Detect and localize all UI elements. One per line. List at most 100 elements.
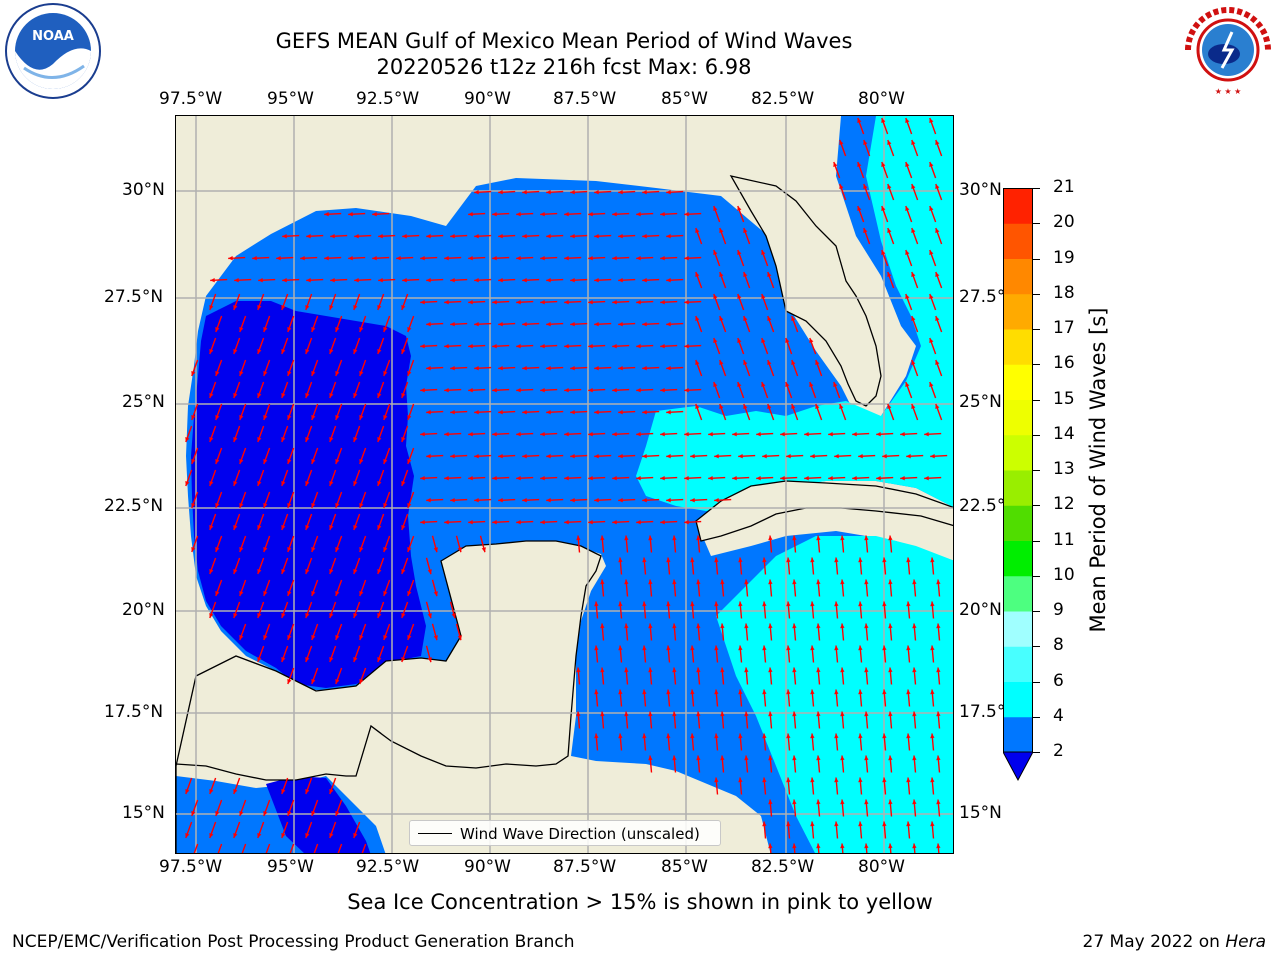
wind-arrow-head <box>401 569 406 574</box>
wind-arrow-head <box>594 190 599 195</box>
lon-label-bottom: 85°W <box>661 857 708 877</box>
wind-arrow-head <box>233 789 238 794</box>
wind-arrow-head <box>420 432 425 437</box>
wind-arrow-head <box>401 525 406 530</box>
wind-arrow-head <box>792 799 797 805</box>
wind-arrow-head <box>660 212 665 217</box>
colorbar-bin <box>1003 575 1033 612</box>
wind-arrow-head <box>786 777 791 783</box>
wind-arrow-head <box>767 316 772 321</box>
wind-arrow-head <box>451 613 456 619</box>
wind-arrow-head <box>768 535 773 541</box>
colorbar-tick-mark <box>1033 505 1040 507</box>
wind-arrow-head <box>233 393 238 398</box>
wind-arrow-head <box>935 140 940 145</box>
wind-arrow-head <box>311 415 316 420</box>
wind-arrow-head <box>281 393 286 398</box>
colorbar-tick-label: 19 <box>1053 247 1075 268</box>
wind-arrow-head <box>732 476 737 481</box>
wind-arrow-head <box>450 454 455 459</box>
wind-arrow-head <box>930 777 935 783</box>
wind-arrow-head <box>305 437 310 442</box>
wind-arrow-head <box>612 344 617 349</box>
wind-arrow-head <box>834 557 839 563</box>
wind-arrow-head <box>377 349 382 354</box>
wind-arrow-head <box>359 503 364 508</box>
wind-arrow-head <box>239 415 244 420</box>
wind-arrow-head <box>516 432 521 437</box>
wind-arrow-head <box>311 811 316 816</box>
wind-arrow-head <box>191 415 196 420</box>
wind-arrow-head <box>257 525 262 530</box>
wind-arrow-head <box>570 234 575 239</box>
wind-arrow-head <box>383 371 388 376</box>
wind-arrow-head <box>881 162 886 167</box>
wind-arrow-head <box>516 476 521 481</box>
wind-arrow-head <box>935 184 940 189</box>
wind-arrow-shaft <box>217 843 223 853</box>
wind-arrow-head <box>858 777 863 783</box>
wind-arrow-head <box>624 535 629 541</box>
wind-arrow-head <box>834 689 839 695</box>
wind-arrow-head <box>522 366 527 371</box>
wind-arrow-head <box>281 789 286 794</box>
wind-arrow-head <box>444 300 449 305</box>
wind-arrow-head <box>287 371 292 376</box>
wind-arrow-head <box>719 272 724 277</box>
wind-arrow-head <box>311 679 316 684</box>
colorbar-tick-label: 4 <box>1053 705 1064 726</box>
wind-arrow-head <box>407 415 412 420</box>
wind-arrow-head <box>540 344 545 349</box>
wind-arrow-head <box>492 476 497 481</box>
wind-arrow-head <box>329 437 334 442</box>
wind-arrow-head <box>305 481 310 486</box>
wind-arrow-head <box>882 777 887 783</box>
wind-arrow-head <box>383 327 388 332</box>
wind-arrow-head <box>401 613 406 618</box>
wind-arrow-head <box>690 689 695 695</box>
wind-arrow-head <box>444 388 449 393</box>
wind-arrow-head <box>457 547 462 553</box>
wind-arrow-head <box>282 234 287 239</box>
wind-arrow-head <box>761 294 766 299</box>
wind-arrow-head <box>930 733 935 739</box>
wind-arrow-head <box>570 278 575 283</box>
wind-arrow-head <box>407 459 412 464</box>
wind-arrow-head <box>636 300 641 305</box>
sea-ice-note: Sea Ice Concentration > 15% is shown in … <box>347 890 933 914</box>
wind-arrow-head <box>618 557 623 563</box>
wind-arrow-head <box>618 689 623 695</box>
wind-arrow-head <box>618 322 623 327</box>
wind-arrow-head <box>594 278 599 283</box>
wind-arrow-head <box>648 579 653 585</box>
wind-arrow-head <box>696 535 701 541</box>
wind-arrow-head <box>498 454 503 459</box>
wind-arrow-head <box>372 256 377 261</box>
wind-arrow-head <box>594 689 599 695</box>
wind-arrow-head <box>433 635 438 641</box>
wind-arrow-head <box>858 557 863 563</box>
wind-arrow-head <box>636 256 641 261</box>
wind-arrow-head <box>353 393 358 398</box>
wind-arrow-head <box>522 410 527 415</box>
wind-arrow-head <box>684 344 689 349</box>
wind-arrow-head <box>474 234 479 239</box>
wind-arrow-head <box>335 635 340 640</box>
wind-arrow-head <box>618 733 623 739</box>
wind-arrow-head <box>786 689 791 695</box>
wind-arrow-head <box>263 327 268 332</box>
wind-arrow-head <box>594 454 599 459</box>
wind-arrow-head <box>696 579 701 585</box>
wind-arrow-head <box>912 623 917 629</box>
lat-label-left: 22.5°N <box>104 496 164 516</box>
wind-arrow-head <box>348 212 353 217</box>
wind-arrow-head <box>618 278 623 283</box>
wind-arrow-head <box>810 689 815 695</box>
wind-arrow-head <box>359 591 364 596</box>
wind-arrow-head <box>912 579 917 585</box>
wind-arrow-head <box>359 327 364 332</box>
wind-arrow-head <box>474 190 479 195</box>
wind-arrow-head <box>329 833 334 838</box>
colorbar-tick-label: 11 <box>1053 529 1075 550</box>
wind-arrow-head <box>257 349 262 354</box>
